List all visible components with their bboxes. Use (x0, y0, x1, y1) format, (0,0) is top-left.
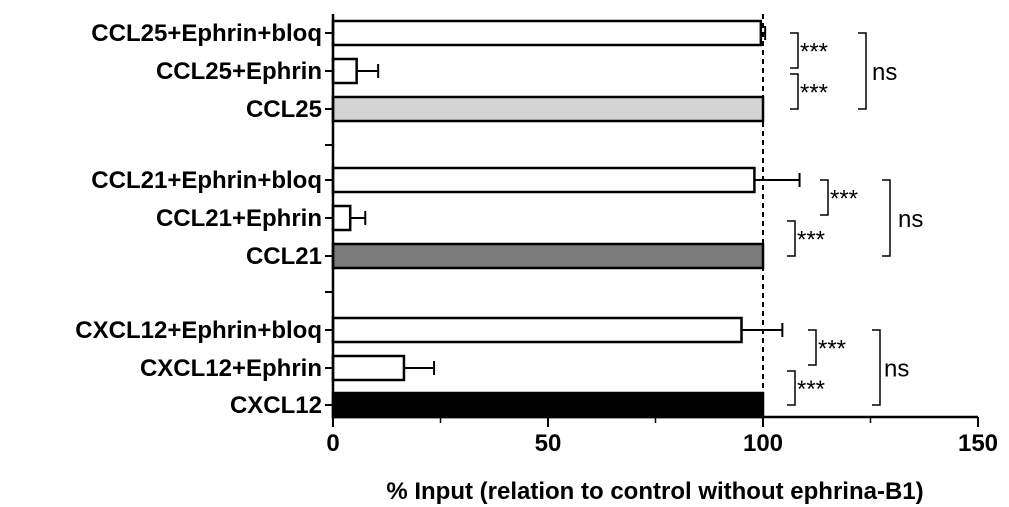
category-label: CXCL12+Ephrin (140, 355, 322, 382)
significance-label: *** (818, 336, 846, 363)
significance-label: ns (884, 356, 909, 383)
significance-label: ns (898, 206, 923, 233)
bar (331, 166, 756, 194)
bar (331, 316, 743, 344)
significance-bracket (872, 329, 881, 406)
significance-bracket (858, 32, 867, 110)
category-label: CXCL12+Ephrin+bloq (75, 317, 322, 344)
bar (331, 95, 765, 123)
significance-bracket (808, 329, 817, 366)
bar (331, 57, 358, 85)
category-label: CCL25+Ephrin+bloq (91, 20, 322, 47)
significance-label: ns (872, 59, 897, 86)
bar (331, 242, 765, 270)
category-label: CCL21+Ephrin+bloq (91, 167, 322, 194)
category-label: CXCL12 (230, 392, 322, 419)
category-label: CCL25 (246, 96, 322, 123)
x-axis-title: % Input (relation to control without eph… (386, 478, 923, 505)
x-tick-label: 0 (326, 430, 339, 457)
category-label: CCL21 (246, 243, 322, 270)
bar (331, 19, 763, 47)
significance-label: *** (800, 80, 828, 107)
significance-bracket (787, 370, 796, 406)
significance-bracket (790, 32, 799, 69)
significance-bracket (790, 73, 799, 110)
significance-label: *** (800, 39, 828, 66)
bar (331, 204, 352, 232)
significance-label: *** (830, 186, 858, 213)
significance-bracket (820, 179, 829, 216)
significance-label: *** (797, 227, 825, 254)
x-tick-label: 100 (743, 430, 783, 457)
bar (331, 354, 406, 382)
significance-bracket (882, 179, 891, 257)
x-tick-label: 50 (535, 430, 562, 457)
x-tick-label: 150 (958, 430, 998, 457)
significance-bracket (787, 220, 796, 257)
category-label: CCL21+Ephrin (156, 205, 322, 232)
category-label: CCL25+Ephrin (156, 58, 322, 85)
bar (331, 391, 765, 419)
significance-label: *** (797, 376, 825, 403)
